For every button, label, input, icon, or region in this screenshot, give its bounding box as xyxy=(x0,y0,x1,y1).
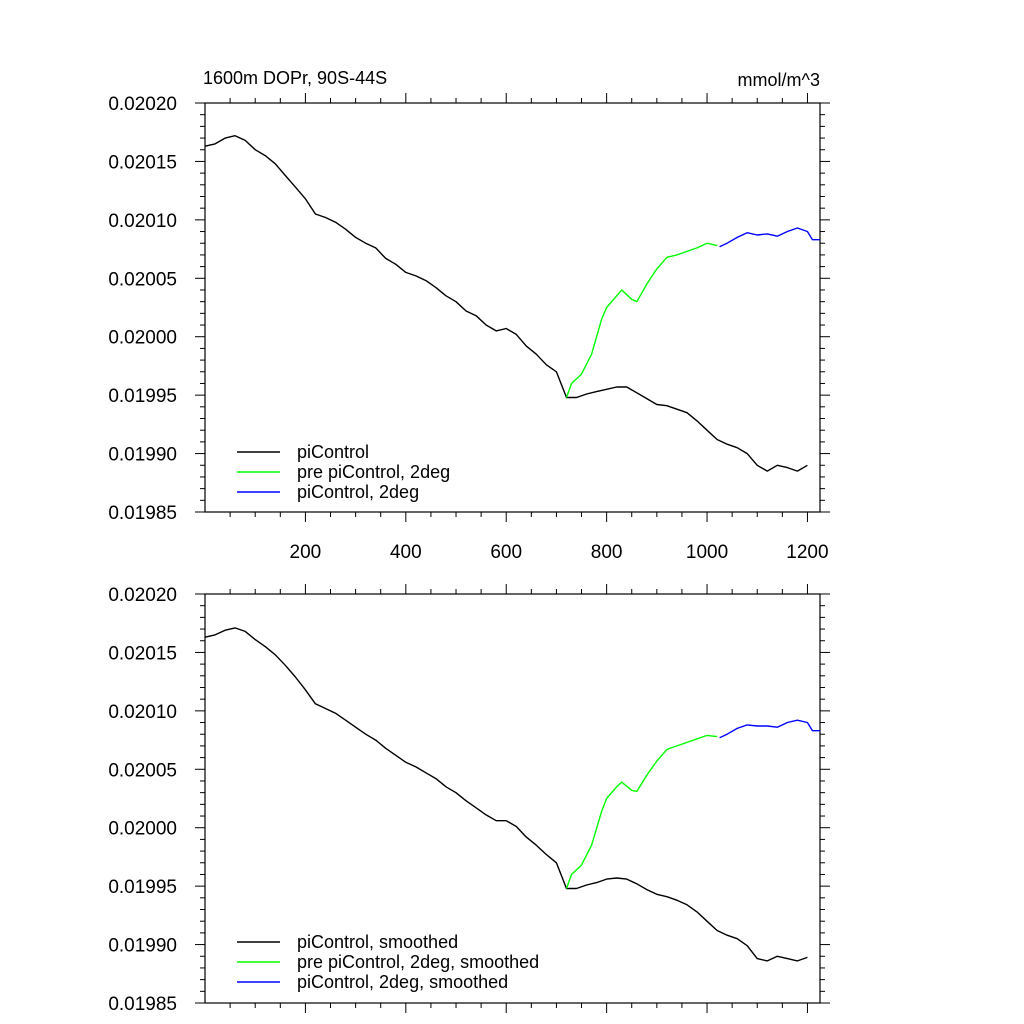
y-tick-label: 0.01990 xyxy=(108,445,177,466)
legend-label: piControl, 2deg, smoothed xyxy=(297,972,508,992)
x-tick-label: 1200 xyxy=(786,542,828,563)
y-tick-label: 0.02005 xyxy=(108,760,177,781)
legend-label: pre piControl, 2deg xyxy=(297,462,450,482)
series-lines xyxy=(204,627,820,962)
y-tick-label: 0.01995 xyxy=(108,386,177,407)
x-tick-label: 600 xyxy=(490,542,522,563)
y-tick-label: 0.02005 xyxy=(108,269,177,290)
x-tick-label: 800 xyxy=(591,542,623,563)
legend-label: piControl, 2deg xyxy=(297,482,419,502)
series-line-1 xyxy=(565,242,718,398)
legend-label: piControl xyxy=(297,442,369,462)
tick-labels: 0.01985 0.01990 0.01995 0.02000 0.02005 0.020… xyxy=(108,585,177,1015)
x-tick-label: 200 xyxy=(290,542,322,563)
series-line-2 xyxy=(719,719,820,739)
y-tick-label: 0.01985 xyxy=(108,994,177,1015)
y-tick-label: 0.02020 xyxy=(108,94,177,115)
series-line-0 xyxy=(204,135,808,472)
series-lines xyxy=(204,135,820,472)
top-panel: 1600m DOPr, 90S-44S mmol/m^3 0.019850.01… xyxy=(108,68,830,563)
plot-frame xyxy=(204,593,821,1004)
x-tick-label: 400 xyxy=(390,542,422,563)
y-tick-label: 0.01985 xyxy=(108,503,177,524)
y-tick-label: 0.02015 xyxy=(108,643,177,664)
legend-label: piControl, smoothed xyxy=(297,932,458,952)
bottom-panel: 0.01985 0.01990 0.01995 0.02000 0.02005 0.020… xyxy=(108,584,830,1015)
y-tick-label: 0.01990 xyxy=(108,936,177,957)
y-tick-label: 0.02020 xyxy=(108,585,177,606)
series-line-1 xyxy=(565,734,718,889)
series-line-2 xyxy=(719,227,820,248)
y-tick-label: 0.02010 xyxy=(108,211,177,232)
series-line-0 xyxy=(204,627,808,962)
chart-title: 1600m DOPr, 90S-44S xyxy=(203,68,387,88)
y-tick-label: 0.02000 xyxy=(108,328,177,349)
axis-ticks xyxy=(195,584,830,1013)
y-tick-label: 0.01995 xyxy=(108,877,177,898)
plot-frame xyxy=(204,102,821,513)
y-tick-label: 0.02000 xyxy=(108,819,177,840)
y-tick-label: 0.02015 xyxy=(108,152,177,173)
y-tick-label: 0.02010 xyxy=(108,702,177,723)
tick-labels: 0.01985 0.01990 0.01995 0.02000 0.02005 0.020… xyxy=(108,94,828,563)
x-tick-label: 1000 xyxy=(686,542,728,563)
units-label: mmol/m^3 xyxy=(738,70,820,90)
legend-label: pre piControl, 2deg, smoothed xyxy=(297,952,539,972)
axis-ticks xyxy=(195,93,830,522)
